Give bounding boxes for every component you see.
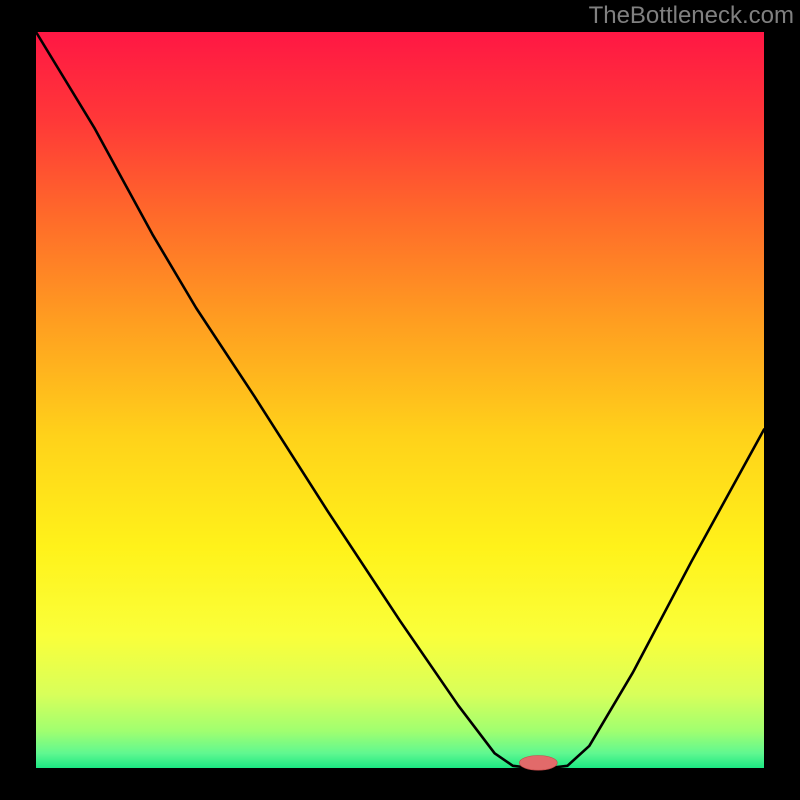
bottleneck-chart (0, 0, 800, 800)
watermark-text: TheBottleneck.com (589, 2, 794, 30)
plot-gradient (36, 32, 764, 768)
optimal-marker (519, 755, 557, 770)
chart-container: TheBottleneck.com (0, 0, 800, 800)
